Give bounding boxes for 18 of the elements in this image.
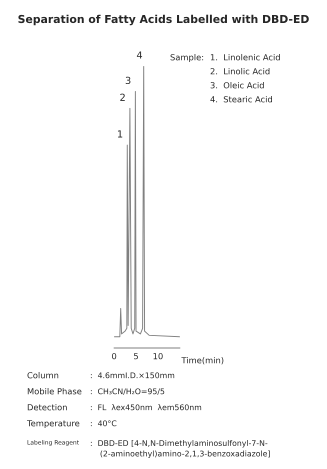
- annotation: 2: [120, 94, 125, 101]
- text: Mobile Phase: [28, 388, 82, 394]
- x-tick-label: 5: [134, 353, 138, 360]
- text: Temperature: [26, 420, 80, 428]
- text: 1. Linolenic Acid: [210, 54, 280, 60]
- annotation: 4: [136, 51, 142, 59]
- annotation: 3: [126, 76, 130, 84]
- text: 4. Stearic Acid: [210, 96, 272, 102]
- text: 3. Oleic Acid: [210, 82, 264, 88]
- chart-title: Separation of Fatty Acids Labelled with DBD-ED: [18, 14, 309, 26]
- text: Sample:: [170, 54, 204, 62]
- x-tick-label: 10: [154, 353, 163, 360]
- x-axis-title: Time(min): [181, 356, 224, 364]
- text: Column: [27, 372, 58, 378]
- text: 2. Linolic Acid: [210, 68, 270, 74]
- text: Detection: [28, 404, 67, 410]
- x-tick-label: 0: [112, 353, 116, 360]
- annotation: 1: [118, 130, 122, 138]
